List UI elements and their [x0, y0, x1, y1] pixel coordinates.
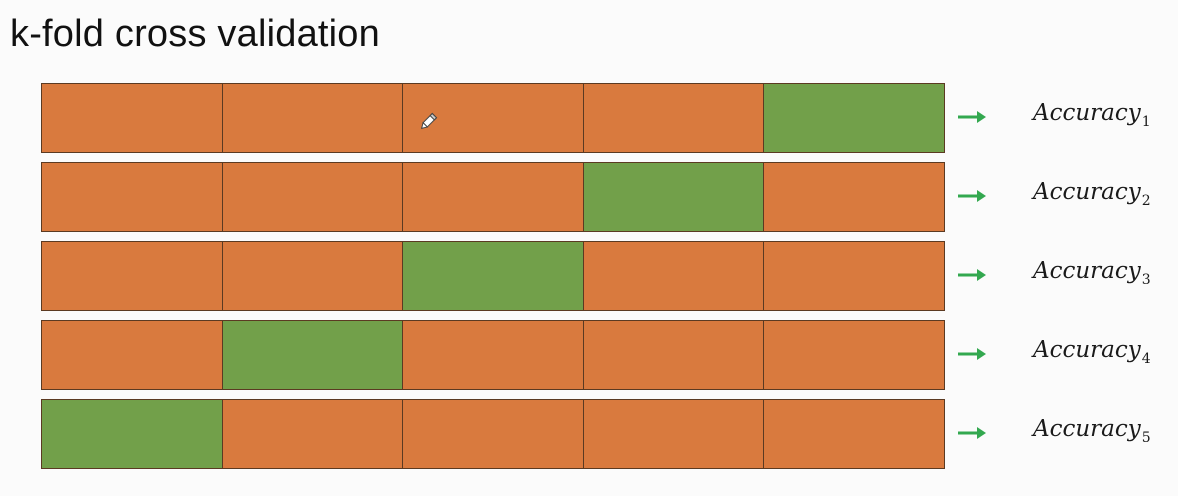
validation-segment: [222, 321, 404, 389]
training-segment: [222, 163, 404, 231]
fold-bar: [41, 320, 945, 390]
folds-diagram: Accuracy1 Accuracy2 Accuracy3 Accuracy4 Accu…: [41, 83, 1171, 478]
arrow-right-icon: [958, 348, 986, 360]
arrow-right-icon: [958, 269, 986, 281]
accuracy-text: Accuracy: [1033, 100, 1141, 126]
fold-row: Accuracy4: [41, 320, 1171, 390]
accuracy-subscript: 1: [1141, 114, 1151, 130]
accuracy-text: Accuracy: [1033, 258, 1141, 284]
accuracy-text: Accuracy: [1033, 337, 1141, 363]
accuracy-text: Accuracy: [1033, 179, 1141, 205]
training-segment: [583, 321, 765, 389]
fold-row: Accuracy5: [41, 399, 1171, 469]
arrow-right-icon: [958, 427, 986, 439]
training-segment: [42, 321, 223, 389]
fold-row: Accuracy3: [41, 241, 1171, 311]
page-title: k-fold cross validation: [10, 13, 380, 55]
validation-segment: [42, 400, 223, 468]
fold-row: Accuracy2: [41, 162, 1171, 232]
pencil-icon: [420, 112, 438, 130]
training-segment: [403, 163, 584, 231]
accuracy-subscript: 2: [1141, 193, 1151, 209]
validation-segment: [764, 84, 944, 152]
arrow-right-icon: [958, 190, 986, 202]
validation-segment: [583, 163, 765, 231]
training-segment: [42, 163, 223, 231]
fold-bar: [41, 241, 945, 311]
accuracy-label: Accuracy3: [1033, 256, 1151, 295]
training-segment: [583, 242, 765, 310]
accuracy-subscript: 3: [1141, 272, 1151, 288]
accuracy-label: Accuracy1: [1033, 98, 1151, 137]
arrow-right-icon: [958, 111, 986, 123]
fold-bar: [41, 162, 945, 232]
training-segment: [583, 84, 765, 152]
training-segment: [764, 321, 944, 389]
training-segment: [583, 400, 765, 468]
accuracy-subscript: 5: [1141, 430, 1151, 446]
training-segment: [42, 242, 223, 310]
fold-bar: [41, 83, 945, 153]
accuracy-subscript: 4: [1141, 351, 1151, 367]
accuracy-label: Accuracy2: [1033, 177, 1151, 216]
training-segment: [222, 400, 404, 468]
training-segment: [764, 242, 944, 310]
validation-segment: [403, 242, 584, 310]
accuracy-text: Accuracy: [1033, 416, 1141, 442]
training-segment: [764, 400, 944, 468]
accuracy-label: Accuracy4: [1033, 335, 1151, 374]
training-segment: [403, 400, 584, 468]
training-segment: [42, 84, 223, 152]
accuracy-label: Accuracy5: [1033, 414, 1151, 453]
training-segment: [222, 84, 404, 152]
training-segment: [222, 242, 404, 310]
training-segment: [403, 321, 584, 389]
fold-bar: [41, 399, 945, 469]
fold-row: Accuracy1: [41, 83, 1171, 153]
training-segment: [764, 163, 944, 231]
